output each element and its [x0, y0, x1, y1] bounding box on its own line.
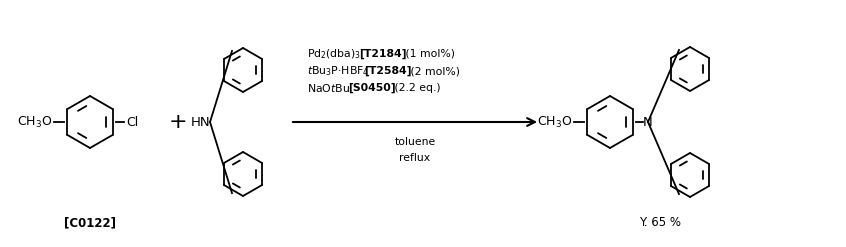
Text: CH$_3$O: CH$_3$O — [536, 114, 572, 129]
Text: Pd$_2$(dba)$_3$: Pd$_2$(dba)$_3$ — [307, 47, 362, 61]
Text: toluene: toluene — [394, 137, 436, 147]
Text: CH$_3$O: CH$_3$O — [17, 114, 52, 129]
Text: [T2184]: [T2184] — [359, 49, 406, 59]
Text: HN: HN — [190, 116, 210, 128]
Text: (2.2 eq.): (2.2 eq.) — [391, 83, 441, 93]
Text: +: + — [168, 112, 187, 132]
Text: (1 mol%): (1 mol%) — [402, 49, 455, 59]
Text: $t$Bu$_3$P·HBF$_4$: $t$Bu$_3$P·HBF$_4$ — [307, 64, 370, 78]
Text: (2 mol%): (2 mol%) — [407, 66, 460, 76]
Text: reflux: reflux — [399, 153, 431, 163]
Text: [S0450]: [S0450] — [348, 83, 396, 93]
Text: Y. 65 %: Y. 65 % — [639, 216, 681, 229]
Text: NaO$t$Bu: NaO$t$Bu — [307, 82, 351, 94]
Text: [C0122]: [C0122] — [64, 216, 116, 229]
Text: N: N — [643, 116, 653, 128]
Text: Cl: Cl — [126, 116, 138, 128]
Text: [T2584]: [T2584] — [364, 66, 411, 76]
